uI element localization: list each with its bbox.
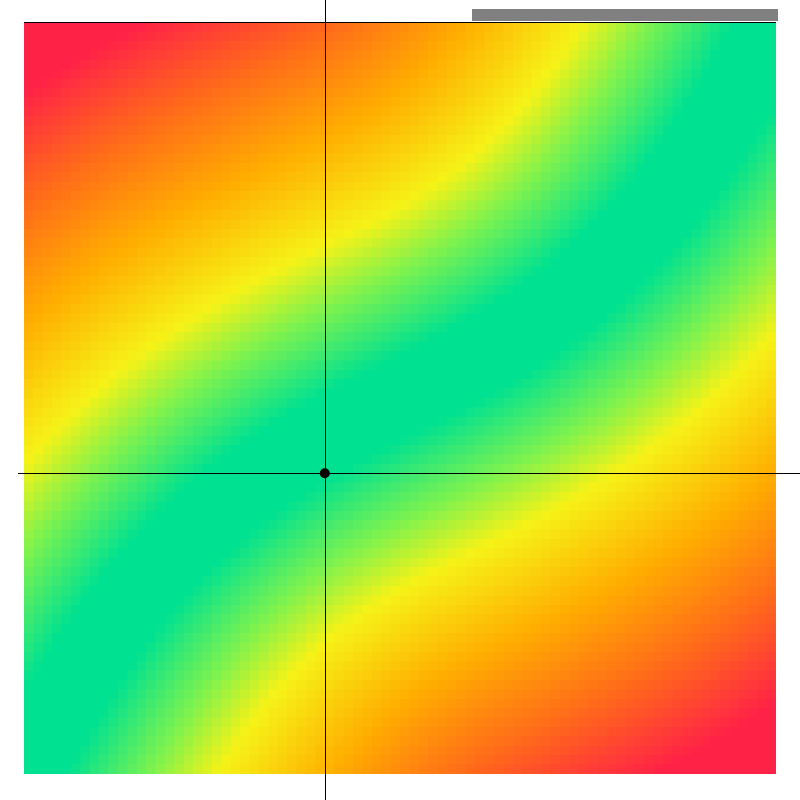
- overlay-canvas: [0, 0, 800, 800]
- legend-bar: [472, 9, 778, 21]
- chart-stage: [0, 0, 800, 800]
